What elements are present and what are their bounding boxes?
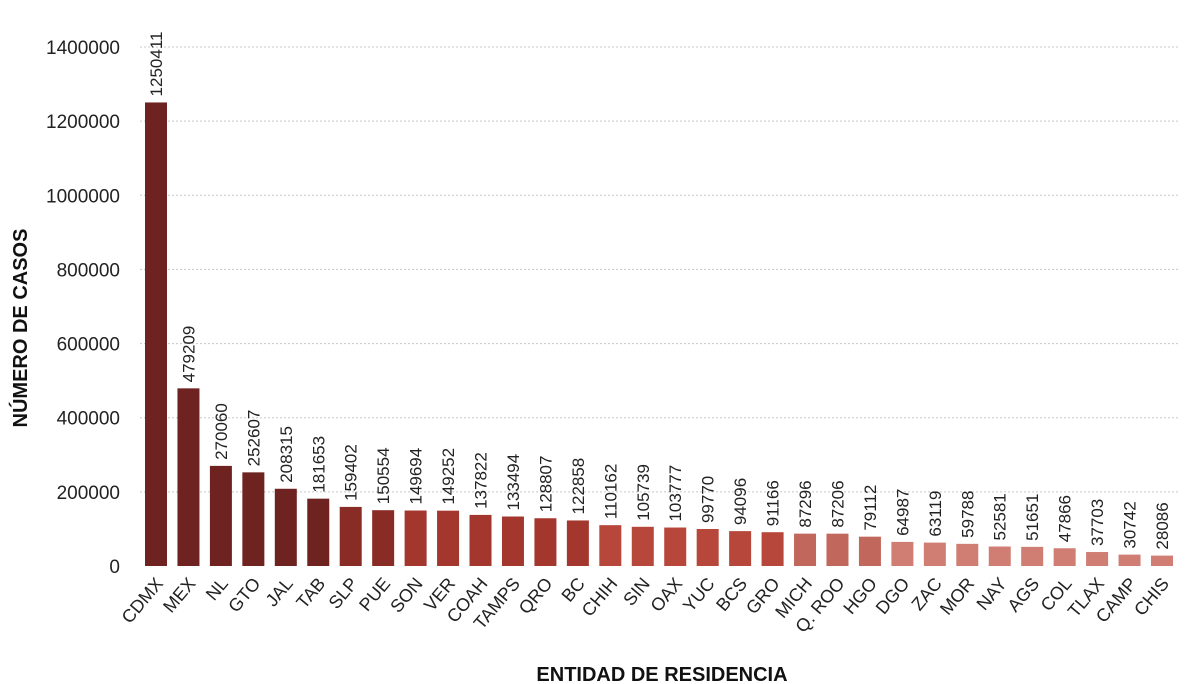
value-label: 59788 [958, 491, 977, 538]
value-label: 479209 [179, 326, 198, 383]
bar-slp [339, 506, 362, 566]
category-label: MOR [936, 574, 978, 619]
y-tick-label: 1400000 [46, 38, 120, 59]
value-label: 47866 [1056, 495, 1075, 542]
y-tick-label: 400000 [57, 409, 120, 430]
value-label: 37703 [1088, 499, 1107, 546]
value-label: 63119 [926, 491, 945, 537]
category-label: PUE [355, 574, 394, 615]
bar-coah [469, 514, 492, 566]
category-label: AGS [1004, 574, 1044, 616]
value-label: 149252 [439, 448, 458, 505]
value-label: 110162 [601, 464, 620, 519]
bar-tamps [501, 516, 524, 566]
category-label: YUC [679, 574, 719, 616]
bar-dgo [891, 541, 914, 566]
value-label: 30742 [1121, 501, 1140, 548]
value-label: 1250411 [147, 32, 166, 97]
y-tick-label: 1200000 [46, 112, 120, 133]
value-label: 103777 [666, 465, 685, 522]
bar-nay [988, 546, 1011, 566]
bar-ags [1021, 546, 1044, 566]
value-label: 181653 [309, 436, 328, 493]
category-label: JAL [262, 574, 297, 611]
category-label: QRO [515, 574, 557, 618]
category-label: MEX [159, 574, 199, 617]
bar-tab [307, 498, 330, 566]
value-label: 105739 [634, 464, 653, 521]
value-label: 150554 [374, 447, 393, 504]
value-label: 87296 [796, 480, 815, 527]
value-label: 128807 [536, 456, 555, 513]
value-label: 28086 [1153, 502, 1172, 549]
bar-chis [1151, 555, 1173, 566]
bar-oax [664, 527, 687, 566]
value-label: 252607 [244, 410, 263, 467]
value-label: 94096 [731, 478, 750, 525]
bar-mex [177, 388, 200, 566]
category-label: SLP [325, 574, 362, 613]
value-label: 133494 [504, 454, 523, 511]
value-label: 99770 [699, 476, 718, 523]
bar-sin [631, 526, 654, 566]
bar-zac [923, 542, 946, 566]
bars [145, 102, 1173, 567]
bar-ver [437, 510, 460, 566]
bar-chih [599, 525, 622, 566]
category-label: OAX [647, 574, 687, 616]
category-label: DGO [872, 574, 914, 618]
bar-gto [242, 472, 265, 566]
bar-q-roo [826, 533, 849, 566]
value-label: 64987 [893, 489, 912, 536]
bar-bcs [729, 531, 752, 566]
value-label: 52581 [991, 493, 1010, 540]
category-label: HGO [839, 574, 881, 618]
y-axis-ticks: 0 200000 400000 600000 800000 1000000 1200000 1… [46, 38, 120, 578]
y-tick-label: 600000 [57, 335, 120, 356]
value-label: 159402 [342, 444, 361, 501]
value-labels: 1250411 479209 270060 252607 208315 181653 159… [147, 32, 1172, 550]
category-label: CHIS [1130, 574, 1173, 620]
bar-mich [794, 533, 817, 566]
bar-jal [274, 488, 297, 566]
category-label: CDMX [118, 574, 167, 627]
value-label: 91166 [764, 480, 783, 526]
value-label: 208315 [277, 426, 296, 483]
bar-son [404, 510, 427, 566]
value-label: 79112 [861, 485, 880, 531]
category-label: NAY [973, 574, 1011, 614]
y-tick-label: 800000 [57, 260, 120, 281]
value-label: 270060 [212, 403, 231, 460]
value-label: 122858 [569, 458, 588, 515]
bar-gro [761, 532, 784, 566]
category-label: GTO [224, 574, 264, 616]
bar-camp [1118, 554, 1141, 566]
y-tick-label: 1000000 [46, 186, 120, 207]
bar-col [1053, 548, 1076, 566]
y-tick-label: 200000 [57, 483, 120, 504]
grid-layer [140, 46, 1178, 493]
x-axis-title: ENTIDAD DE RESIDENCIA [536, 664, 787, 684]
value-label: 51651 [1023, 494, 1042, 541]
bar-nl [209, 465, 232, 566]
bar-pue [372, 510, 395, 566]
bar-hgo [858, 536, 881, 566]
y-tick-label: 0 [109, 557, 120, 578]
value-label: 137822 [472, 452, 491, 509]
category-label: CHIH [578, 574, 622, 621]
bar-yuc [696, 529, 719, 566]
bar-tlax [1086, 552, 1109, 566]
bar-bc [566, 520, 589, 566]
bar-cdmx [145, 102, 167, 567]
value-label: 149694 [407, 448, 426, 505]
bar-qro [534, 518, 557, 566]
y-axis-title: NÚMERO DE CASOS [8, 229, 32, 428]
value-label: 87206 [828, 480, 847, 527]
category-label: TAB [292, 574, 329, 613]
category-label: SON [386, 574, 426, 617]
bar-mor [956, 543, 979, 566]
